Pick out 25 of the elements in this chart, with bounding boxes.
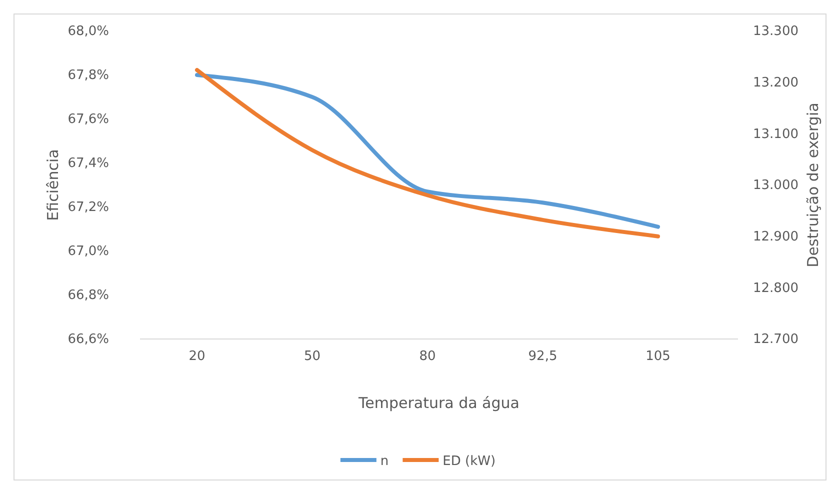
x-tick-label: 92,5 bbox=[528, 349, 558, 364]
y2-axis-title: Destruição de exergia bbox=[804, 102, 822, 268]
y2-tick-label: 12.800 bbox=[753, 280, 798, 296]
y-tick-label: 66,6% bbox=[68, 332, 109, 348]
x-tick-label: 50 bbox=[304, 349, 321, 364]
legend-label: ED (kW) bbox=[442, 454, 496, 469]
x-tick-label: 20 bbox=[188, 349, 206, 364]
y-tick-label: 67,8% bbox=[68, 68, 109, 84]
y2-tick-label: 13.200 bbox=[753, 75, 798, 90]
y2-tick-label: 12.700 bbox=[753, 332, 798, 348]
y-axis-title: Eficiência bbox=[44, 149, 62, 221]
x-tick-label: 105 bbox=[646, 349, 670, 364]
y-tick-label: 67,2% bbox=[68, 200, 109, 216]
y-tick-label: 67,6% bbox=[68, 112, 109, 128]
y2-tick-label: 13.000 bbox=[753, 178, 798, 194]
x-axis-title: Temperatura da água bbox=[358, 394, 520, 412]
x-tick-label: 80 bbox=[419, 349, 436, 364]
y-tick-label: 68,0% bbox=[68, 24, 109, 40]
y2-tick-label: 13.100 bbox=[753, 126, 798, 142]
y-tick-label: 66,8% bbox=[68, 288, 109, 304]
y-tick-label: 67,0% bbox=[68, 244, 109, 260]
legend-label: n bbox=[380, 454, 389, 469]
y2-tick-label: 12.900 bbox=[753, 229, 798, 244]
y2-tick-label: 13.300 bbox=[753, 24, 798, 40]
y-tick-label: 67,4% bbox=[68, 156, 109, 172]
